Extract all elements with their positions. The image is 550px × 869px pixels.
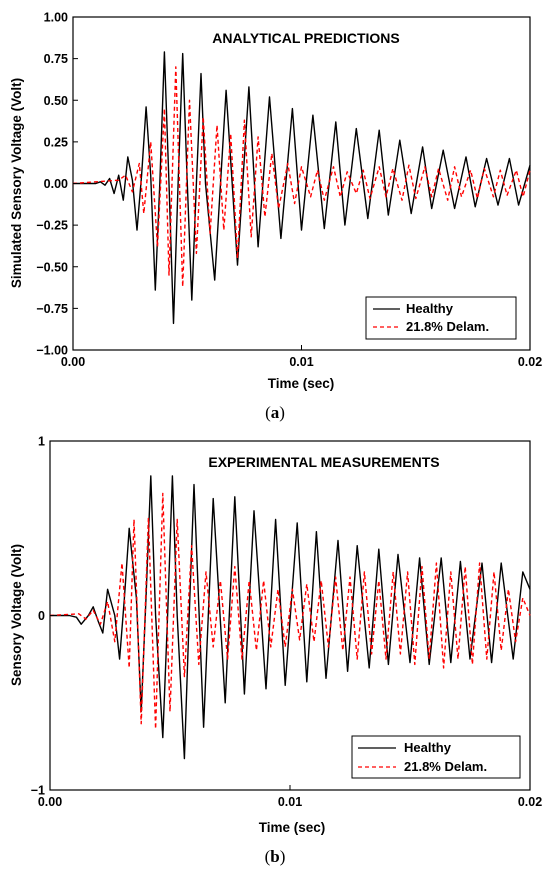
chart-panel-b: 0.00 0.01 0.02 −1 0 1 EXPERIMENTAL MEASUREMEN…: [9, 435, 542, 867]
legend: Healthy 21.8% Delam.: [365, 296, 517, 340]
y-tick-label: 0.25: [44, 135, 68, 149]
series-layer: [72, 51, 531, 325]
ticks-layer: 0.00 0.01 0.02 −1.00 −0.75 −0.50 −0.25 0.00 0.25…: [36, 11, 542, 370]
x-tick-label: 0.01: [289, 355, 313, 369]
y-tick-label: −1: [31, 784, 45, 798]
series-line-healthy: [73, 51, 531, 325]
series-line-healthy: [50, 475, 531, 760]
y-tick-label: 1.00: [44, 11, 68, 25]
legend-label-delam: 21.8% Delam.: [404, 759, 487, 774]
x-axis-title: Time (sec): [259, 820, 326, 835]
figure-caption-a: (a): [265, 403, 285, 422]
x-tick-label: 0.00: [38, 795, 62, 809]
y-tick-label: 0.50: [44, 94, 68, 108]
x-tick-label: 0.01: [278, 795, 302, 809]
series-line-delam: [72, 66, 531, 288]
y-tick-label: −0.75: [36, 302, 68, 316]
legend-box: [365, 296, 517, 340]
ticks-layer: 0.00 0.01 0.02 −1 0 1: [31, 435, 542, 810]
y-tick-label: 0: [38, 609, 45, 623]
y-tick-label: 1: [38, 435, 45, 449]
chart-panel-a: 0.00 0.01 0.02 −1.00 −0.75 −0.50 −0.25 0.00 0.25…: [9, 11, 542, 423]
figure-caption-b: (b): [265, 847, 286, 866]
y-tick-label: −1.00: [36, 344, 68, 358]
legend-label-healthy: Healthy: [404, 740, 452, 755]
y-tick-label: −0.25: [36, 219, 68, 233]
legend-label-healthy: Healthy: [406, 301, 454, 316]
y-tick-label: 0.00: [44, 177, 68, 191]
y-axis-title: Sensory Voltage (Volt): [9, 544, 24, 686]
y-axis-title: Simulated Sensory Voltage (Volt): [9, 78, 24, 288]
x-axis-title: Time (sec): [268, 376, 335, 391]
legend-label-delam: 21.8% Delam.: [406, 319, 489, 334]
x-tick-label: 0.02: [518, 355, 542, 369]
legend-box: [351, 735, 521, 779]
chart-title: EXPERIMENTAL MEASUREMENTS: [208, 454, 439, 470]
x-tick-label: 0.00: [61, 355, 85, 369]
series-layer: [49, 475, 531, 760]
plot-frame: [72, 16, 531, 351]
legend: Healthy 21.8% Delam.: [351, 735, 521, 779]
y-tick-label: 0.75: [44, 52, 68, 66]
chart-title: ANALYTICAL PREDICTIONS: [212, 30, 399, 46]
x-tick-label: 0.02: [518, 795, 542, 809]
y-tick-label: −0.50: [36, 260, 68, 274]
series-line-delam: [49, 492, 531, 730]
